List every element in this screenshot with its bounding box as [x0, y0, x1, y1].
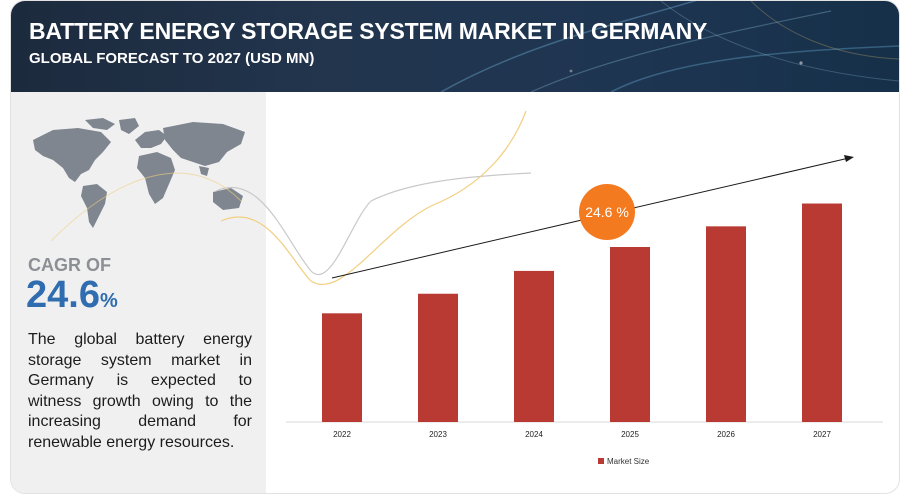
header-banner: BATTERY ENERGY STORAGE SYSTEM MARKET IN … — [11, 1, 899, 92]
bar-2022 — [322, 313, 362, 422]
trend-arrow-head — [844, 155, 854, 162]
page-title: BATTERY ENERGY STORAGE SYSTEM MARKET IN … — [29, 18, 708, 44]
x-tick-2024: 2024 — [525, 430, 543, 439]
banner-light-streaks — [440, 1, 899, 92]
x-tick-2026: 2026 — [717, 430, 735, 439]
legend-label: Market Size — [607, 457, 650, 466]
cagr-badge-label: 24.6 % — [585, 204, 629, 220]
cagr-label: CAGR OF — [28, 255, 111, 275]
bar-2023 — [418, 293, 458, 422]
cagr-unit: % — [99, 290, 118, 312]
bar-2027 — [802, 203, 842, 422]
page-subtitle: GLOBAL FORECAST TO 2027 (USD MN) — [29, 50, 315, 67]
cagr-value: 24.6% — [26, 273, 118, 319]
bar-2025 — [610, 247, 650, 422]
decorative-wave-left — [50, 172, 242, 242]
bar-2024 — [514, 270, 554, 422]
world-map-icon — [33, 118, 245, 228]
x-tick-2025: 2025 — [621, 430, 639, 439]
left-panel: CAGR OF 24.6% The global battery energy … — [11, 92, 266, 493]
cagr-number: 24.6 — [26, 274, 100, 316]
market-description: The global battery energy storage system… — [28, 331, 252, 451]
decorative-wave-gray — [215, 172, 532, 275]
bars-group — [322, 203, 842, 422]
market-size-chart: 2022 2023 2024 2025 2026 2027 24.6 % Market S… — [50, 110, 883, 466]
cagr-badge — [579, 184, 635, 240]
x-tick-2027: 2027 — [813, 430, 831, 439]
decorative-wave-gold — [220, 110, 527, 286]
bar-2026 — [706, 226, 746, 422]
infographic-card: BATTERY ENERGY STORAGE SYSTEM MARKET IN … — [11, 1, 899, 493]
legend-swatch — [598, 458, 604, 464]
x-tick-2022: 2022 — [333, 430, 351, 439]
x-tick-2023: 2023 — [429, 430, 447, 439]
x-tick-labels: 2022 2023 2024 2025 2026 2027 — [333, 430, 831, 439]
